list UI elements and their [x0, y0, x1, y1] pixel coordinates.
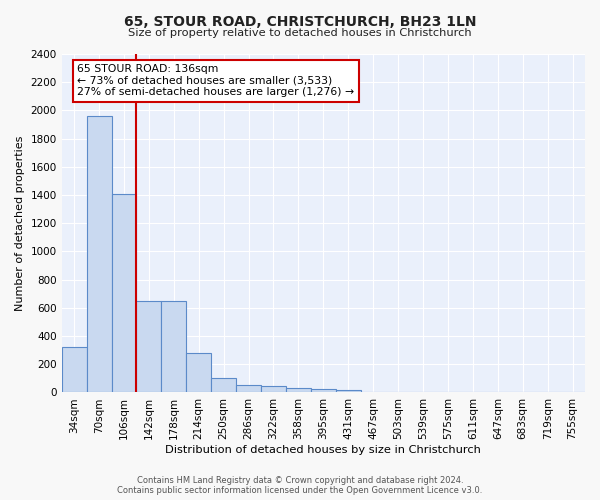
Bar [112, 194, 136, 392]
Y-axis label: Number of detached properties: Number of detached properties [15, 136, 25, 311]
Bar [336, 390, 361, 392]
Bar [211, 378, 236, 392]
Text: Contains HM Land Registry data © Crown copyright and database right 2024.
Contai: Contains HM Land Registry data © Crown c… [118, 476, 482, 495]
Bar [62, 348, 86, 393]
X-axis label: Distribution of detached houses by size in Christchurch: Distribution of detached houses by size … [166, 445, 481, 455]
Bar [161, 301, 186, 392]
Bar [186, 353, 211, 393]
Text: Size of property relative to detached houses in Christchurch: Size of property relative to detached ho… [128, 28, 472, 38]
Text: 65, STOUR ROAD, CHRISTCHURCH, BH23 1LN: 65, STOUR ROAD, CHRISTCHURCH, BH23 1LN [124, 15, 476, 29]
Bar [311, 390, 336, 392]
Bar [286, 388, 311, 392]
Bar [261, 386, 286, 392]
Bar [86, 116, 112, 392]
Bar [136, 301, 161, 392]
Text: 65 STOUR ROAD: 136sqm
← 73% of detached houses are smaller (3,533)
27% of semi-d: 65 STOUR ROAD: 136sqm ← 73% of detached … [77, 64, 355, 98]
Bar [236, 386, 261, 392]
